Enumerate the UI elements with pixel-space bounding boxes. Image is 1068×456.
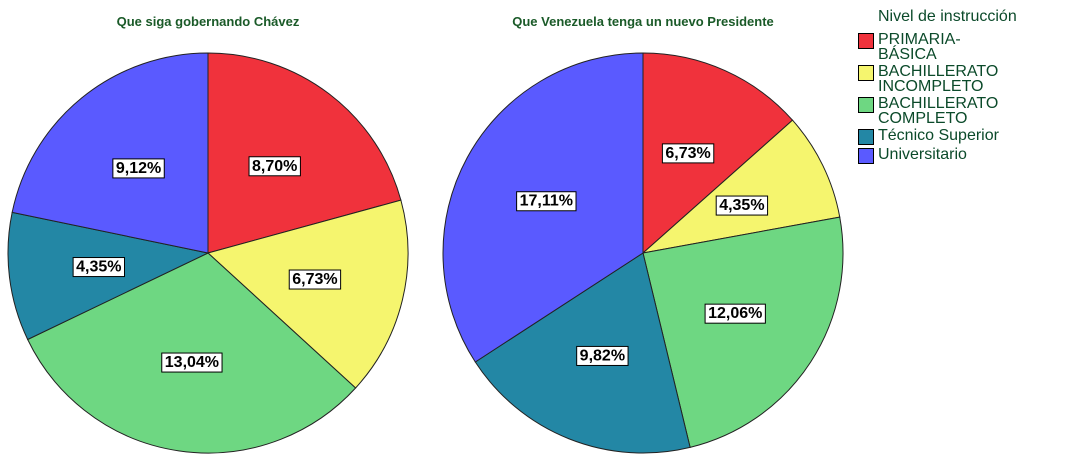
- legend-label: BACHILLERATO COMPLETO: [878, 95, 999, 127]
- data-label: 6,73%: [665, 145, 710, 162]
- legend-item: PRIMARIA- BÁSICA: [858, 31, 1048, 63]
- legend-swatch: [858, 129, 874, 145]
- pie-slice: [641, 119, 841, 254]
- label-box: [248, 156, 301, 177]
- data-label: 9,12%: [116, 160, 161, 177]
- legend-label: PRIMARIA- BÁSICA: [878, 31, 961, 63]
- data-label: 4,35%: [76, 259, 121, 276]
- label-box: [112, 158, 165, 179]
- legend-swatch: [858, 97, 874, 113]
- data-label: 13,04%: [165, 354, 219, 371]
- pie-slice: [642, 52, 794, 255]
- label-box: [288, 269, 342, 290]
- pie-slice: [206, 199, 409, 389]
- legend-item: Técnico Superior: [858, 128, 1048, 145]
- label-box: [704, 303, 766, 324]
- pie-slice: [11, 52, 209, 254]
- data-label: 6,73%: [292, 271, 337, 288]
- pie-slice: [207, 52, 402, 254]
- data-label: 17,11%: [520, 193, 573, 210]
- legend-swatch: [858, 148, 874, 164]
- legend-label: Técnico Superior: [878, 127, 999, 144]
- pie-slice: [642, 216, 844, 448]
- legend-swatch: [858, 65, 874, 81]
- legend-label: BACHILLERATO INCOMPLETO: [878, 63, 999, 95]
- data-label: 4,35%: [719, 197, 764, 214]
- legend-swatch: [858, 33, 874, 49]
- label-box: [516, 191, 577, 212]
- legend: Nivel de instrucción PRIMARIA- BÁSICA BAC…: [858, 8, 1048, 166]
- legend-item: Universitario: [858, 147, 1048, 164]
- data-label: 12,06%: [708, 305, 762, 322]
- legend-title: Nivel de instrucción: [878, 8, 1017, 25]
- data-label: 8,70%: [252, 158, 297, 175]
- chart-title: Que siga gobernando Chávez: [117, 14, 300, 29]
- charts: Que siga gobernando Chávez 8,70% 6,73% 13,0…: [7, 14, 844, 454]
- label-box: [661, 143, 715, 164]
- label-box: [161, 352, 223, 373]
- label-box: [72, 257, 125, 278]
- legend-item: BACHILLERATO INCOMPLETO: [858, 63, 1048, 95]
- label-box: [715, 195, 769, 216]
- data-label: 9,82%: [580, 347, 625, 364]
- label-box: [576, 345, 629, 366]
- legend-label: Universitario: [878, 146, 967, 163]
- chart-title: Que Venezuela tenga un nuevo Presidente: [512, 14, 774, 29]
- legend-item: BACHILLERATO COMPLETO: [858, 95, 1048, 127]
